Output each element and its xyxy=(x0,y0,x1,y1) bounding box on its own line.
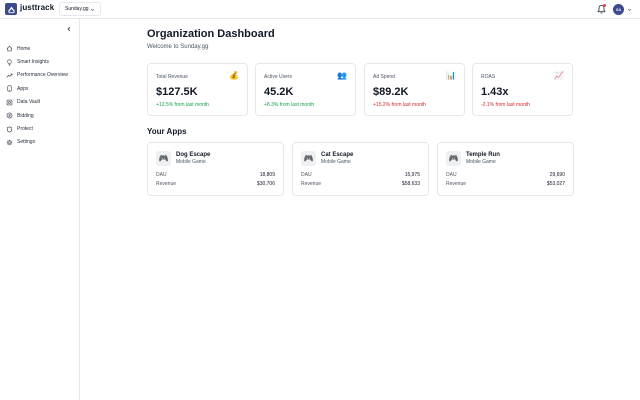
stat-label: Ad Spend xyxy=(373,74,395,80)
avatar[interactable]: GA xyxy=(613,4,624,15)
revenue-value: $58,633 xyxy=(401,181,420,187)
stat-card-active-users: Active Users 👥 45.2K +8.3% from last mon… xyxy=(255,63,356,116)
chevron-down-icon xyxy=(90,8,95,12)
game-controller-icon: 🎮 xyxy=(301,151,316,166)
dau-label: DAU xyxy=(156,172,167,178)
database-icon xyxy=(6,99,13,106)
shield-icon xyxy=(6,126,13,133)
app-name: Temple Run xyxy=(466,152,500,158)
stat-card-total-revenue: Total Revenue 💰 $127.5K +12.5% from last… xyxy=(147,63,248,116)
main-content: Organization Dashboard Welcome to Sunday… xyxy=(80,19,640,400)
brand-name[interactable]: justtrack xyxy=(20,3,55,12)
stat-label: ROAS xyxy=(481,74,496,80)
collapse-sidebar-button[interactable] xyxy=(65,25,73,33)
sidebar-item-performance-overview[interactable]: Performance Overview xyxy=(0,69,80,82)
stat-change: +12.5% from last month xyxy=(156,102,209,108)
bidding-icon xyxy=(6,112,13,119)
chart-up-icon: 📈 xyxy=(554,71,564,80)
dau-value: 29,690 xyxy=(549,172,565,178)
app-type: Mobile Game xyxy=(466,159,496,165)
money-bag-icon: 💰 xyxy=(229,71,239,80)
lightbulb-icon xyxy=(6,59,13,66)
revenue-value: $53,027 xyxy=(546,181,565,187)
revenue-label: Revenue xyxy=(301,181,322,187)
stat-card-roas: ROAS 📈 1.43x -2.1% from last month xyxy=(472,63,573,116)
revenue-label: Revenue xyxy=(156,181,177,187)
arrow-logo-icon[interactable] xyxy=(5,3,17,15)
game-controller-icon: 🎮 xyxy=(156,151,171,166)
app-type: Mobile Game xyxy=(176,159,206,165)
apps-icon xyxy=(6,85,13,92)
dau-value: 15,975 xyxy=(404,172,420,178)
stat-card-ad-spend: Ad Spend 📊 $89.2K +15.2% from last month xyxy=(364,63,465,116)
sidebar: Home Smart Insights Performance Overview… xyxy=(0,19,80,400)
revenue-label: Revenue xyxy=(446,181,467,187)
sidebar-item-apps[interactable]: Apps xyxy=(0,82,80,95)
stat-change: +8.3% from last month xyxy=(264,102,315,108)
sidebar-item-home[interactable]: Home xyxy=(0,42,80,55)
dau-value: 18,809 xyxy=(259,172,275,178)
chevron-left-icon xyxy=(67,26,71,32)
stat-value: 45.2K xyxy=(264,86,294,98)
stat-label: Total Revenue xyxy=(156,74,188,80)
sidebar-item-data-vault[interactable]: Data Vault xyxy=(0,96,80,109)
stat-label: Active Users xyxy=(264,74,293,80)
sidebar-item-smart-insights[interactable]: Smart Insights xyxy=(0,55,80,68)
app-name: Dog Escape xyxy=(176,152,211,158)
avatar-initials: GA xyxy=(615,7,622,12)
dau-label: DAU xyxy=(446,172,457,178)
org-selector-value: Sunday.gg xyxy=(65,6,89,12)
sidebar-item-label: Protect xyxy=(17,126,33,133)
stat-change: -2.1% from last month xyxy=(481,102,530,108)
app-card-dog-escape[interactable]: 🎮 Dog Escape Mobile Game DAU 18,809 Reve… xyxy=(147,142,284,196)
users-icon: 👥 xyxy=(337,71,347,80)
notification-badge xyxy=(603,4,606,7)
app-card-temple-run[interactable]: 🎮 Temple Run Mobile Game DAU 29,690 Reve… xyxy=(437,142,574,196)
sidebar-item-label: Settings xyxy=(17,139,36,146)
org-selector[interactable]: Sunday.gg xyxy=(59,2,101,16)
stat-value: $89.2K xyxy=(373,86,409,98)
app-type: Mobile Game xyxy=(321,159,351,165)
sidebar-item-label: Home xyxy=(17,45,31,52)
sidebar-item-protect[interactable]: Protect xyxy=(0,122,80,135)
sidebar-item-label: Performance Overview xyxy=(17,72,68,79)
gear-icon xyxy=(6,139,13,146)
chevron-down-icon[interactable] xyxy=(627,7,632,12)
app-card-cat-escape[interactable]: 🎮 Cat Escape Mobile Game DAU 15,975 Reve… xyxy=(292,142,429,196)
home-icon xyxy=(6,45,13,52)
sidebar-item-bidding[interactable]: Bidding xyxy=(0,109,80,122)
dau-label: DAU xyxy=(301,172,312,178)
stat-value: $127.5K xyxy=(156,86,198,98)
sidebar-item-label: Apps xyxy=(17,85,29,92)
sidebar-item-settings[interactable]: Settings xyxy=(0,136,80,149)
top-bar: justtrack Sunday.gg GA xyxy=(0,0,640,19)
app-name: Cat Escape xyxy=(321,152,354,158)
stat-change: +15.2% from last month xyxy=(373,102,426,108)
sidebar-item-label: Data Vault xyxy=(17,99,40,106)
sidebar-item-label: Smart Insights xyxy=(17,59,49,66)
game-controller-icon: 🎮 xyxy=(446,151,461,166)
sidebar-nav: Home Smart Insights Performance Overview… xyxy=(0,42,80,149)
page-title: Organization Dashboard xyxy=(147,28,275,40)
sidebar-item-label: Bidding xyxy=(17,112,34,119)
trend-icon xyxy=(6,72,13,79)
page-subtitle: Welcome to Sunday.gg xyxy=(147,44,209,50)
apps-section-title: Your Apps xyxy=(147,127,187,136)
stat-value: 1.43x xyxy=(481,86,509,98)
bar-chart-icon: 📊 xyxy=(446,71,456,80)
revenue-value: $30,706 xyxy=(256,181,275,187)
